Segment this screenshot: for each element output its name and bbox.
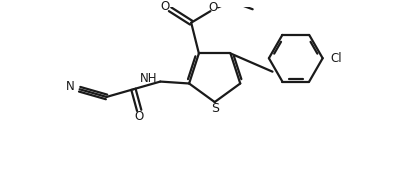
Text: S: S (210, 102, 218, 115)
Text: N: N (66, 80, 75, 93)
Text: O: O (134, 110, 143, 123)
Text: NH: NH (140, 72, 157, 85)
Text: O: O (160, 0, 169, 13)
Text: O: O (208, 1, 217, 14)
Text: Cl: Cl (330, 52, 341, 65)
